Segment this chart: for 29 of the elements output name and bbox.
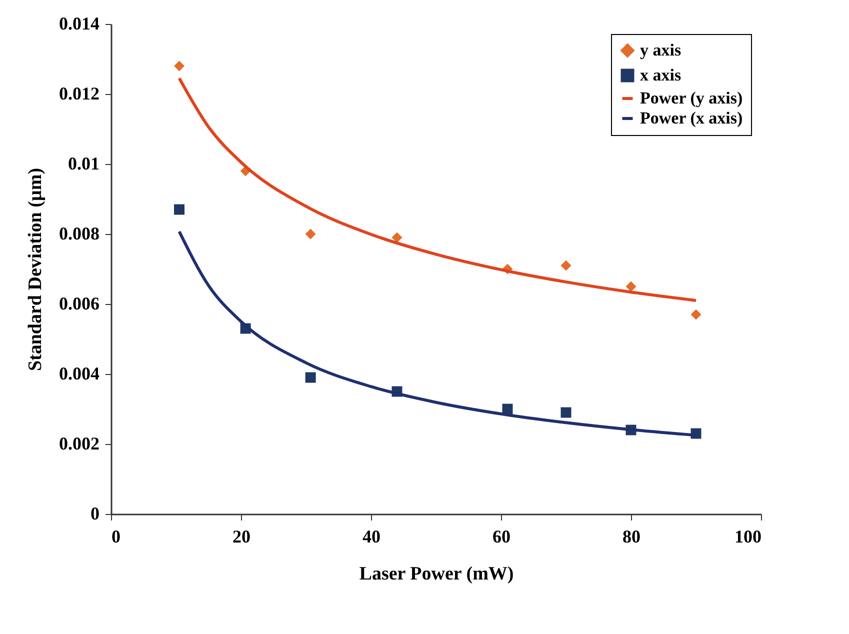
y-tick-label: 0.014 — [59, 14, 100, 34]
x-tick-label: 60 — [492, 526, 510, 546]
point — [560, 407, 572, 418]
x-tick-label: 20 — [232, 526, 250, 546]
y-tick-label: 0.004 — [59, 364, 100, 384]
x-axis-title: Laser Power (mW) — [359, 564, 514, 584]
point — [690, 309, 702, 320]
point — [560, 260, 572, 271]
y-tick-label: 0.006 — [59, 294, 100, 314]
y-tick-label: 0 — [90, 504, 100, 524]
point — [392, 232, 402, 243]
point — [305, 228, 316, 240]
x-tick-label: 40 — [362, 526, 380, 546]
x-tick-label: 0 — [112, 526, 120, 546]
point — [305, 372, 316, 383]
y-axis-title: Standard Deviation (µm) — [25, 168, 46, 372]
x-tick-label: 80 — [622, 526, 640, 546]
y-tick-label: 0.008 — [59, 224, 100, 244]
point — [174, 60, 184, 72]
legend-label: Power (y axis) — [640, 88, 743, 108]
legend-label: y axis — [640, 40, 682, 60]
y-tick-label: 0.002 — [59, 434, 100, 454]
legend-label: Power (x axis) — [640, 108, 743, 128]
x-tick-label: 100 — [734, 526, 762, 546]
y-tick-label: 0.012 — [59, 84, 100, 104]
point — [626, 281, 636, 292]
y-tick-label: 0.01 — [68, 154, 100, 174]
point — [174, 204, 184, 215]
legend-label: x axis — [640, 66, 682, 84]
